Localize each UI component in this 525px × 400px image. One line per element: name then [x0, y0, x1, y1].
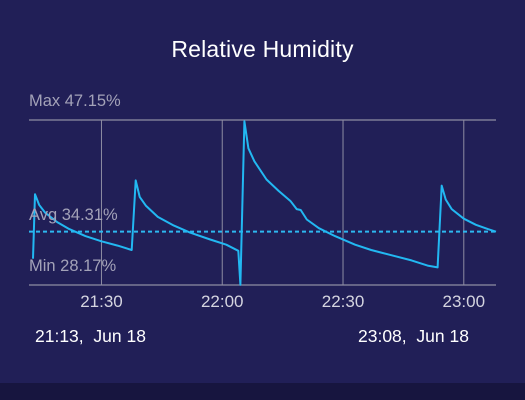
x-tick-label: 22:30: [322, 292, 365, 311]
avg-label: Avg 34.31%: [29, 206, 118, 224]
x-tick-label: 23:00: [443, 292, 486, 311]
chart-title: Relative Humidity: [171, 36, 354, 62]
bottom-strip: [0, 383, 525, 400]
x-tick-label: 22:00: [201, 292, 244, 311]
chart-panel: [0, 0, 525, 383]
range-start-label: 21:13, Jun 18: [35, 326, 146, 346]
humidity-series-line: [32, 120, 497, 286]
range-end-label: 23:08, Jun 18: [358, 326, 469, 346]
max-label: Max 47.15%: [29, 92, 121, 110]
x-tick-label: 21:30: [80, 292, 123, 311]
min-label: Min 28.17%: [29, 257, 117, 275]
